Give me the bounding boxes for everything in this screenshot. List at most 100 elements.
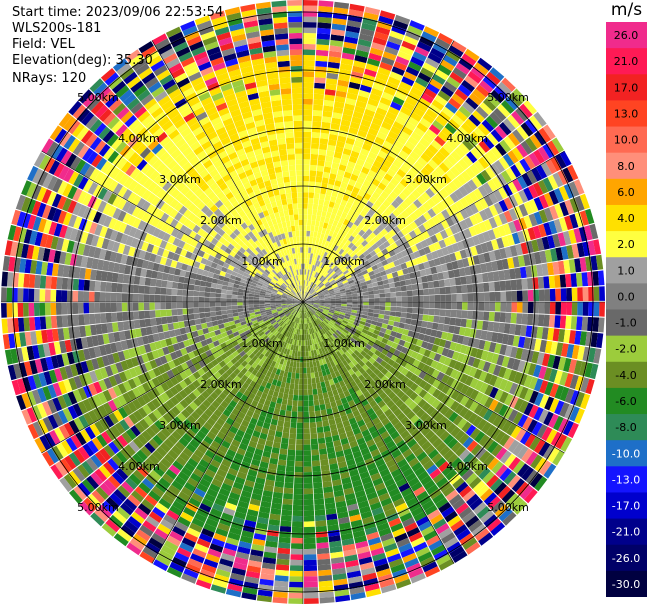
- velocity-gate: [374, 247, 382, 254]
- velocity-gate: [396, 296, 402, 302]
- velocity-gate: [249, 554, 263, 563]
- velocity-gate: [316, 33, 331, 40]
- velocity-gate: [315, 515, 326, 522]
- velocity-gate: [306, 286, 310, 292]
- velocity-gate: [259, 304, 265, 307]
- velocity-gate: [211, 478, 223, 488]
- velocity-gate: [517, 463, 530, 478]
- velocity-gate: [392, 369, 401, 378]
- velocity-gate: [67, 314, 74, 327]
- velocity-gate: [344, 284, 350, 289]
- velocity-gate: [330, 300, 336, 302]
- velocity-gate: [381, 348, 389, 356]
- velocity-gate: [524, 118, 538, 134]
- velocity-gate: [385, 329, 392, 336]
- velocity-gate: [316, 290, 322, 294]
- velocity-gate: [405, 388, 414, 398]
- velocity-gate: [466, 493, 480, 507]
- velocity-gate: [478, 467, 491, 480]
- velocity-gate: [412, 296, 419, 302]
- velocity-gate: [300, 307, 303, 313]
- velocity-gate: [326, 235, 332, 242]
- velocity-gate: [398, 339, 406, 347]
- velocity-gate: [394, 532, 408, 543]
- velocity-gate: [160, 302, 166, 310]
- velocity-gate: [512, 358, 521, 371]
- velocity-gate: [374, 302, 380, 306]
- velocity-gate: [320, 256, 326, 263]
- velocity-gate: [396, 168, 407, 178]
- velocity-gate: [546, 429, 558, 444]
- velocity-gate: [317, 317, 323, 323]
- velocity-gate: [398, 542, 413, 553]
- velocity-gate: [335, 594, 351, 603]
- velocity-gate: [458, 433, 470, 445]
- velocity-gate: [317, 291, 323, 295]
- velocity-gate: [352, 145, 362, 154]
- velocity-gate: [298, 318, 301, 324]
- velocity-gate: [315, 55, 328, 62]
- velocity-gate: [427, 509, 441, 521]
- velocity-gate: [363, 481, 374, 490]
- velocity-gate: [317, 160, 325, 167]
- velocity-gate: [407, 25, 423, 36]
- velocity-gate: [327, 337, 332, 344]
- velocity-gate: [411, 506, 424, 517]
- velocity-gate: [357, 292, 363, 297]
- velocity-gate: [214, 573, 230, 584]
- velocity-gate: [395, 578, 412, 589]
- velocity-gate: [424, 504, 438, 516]
- velocity-gate: [480, 169, 492, 182]
- velocity-gate: [539, 380, 549, 394]
- velocity-gate: [305, 345, 309, 352]
- velocity-gate: [574, 375, 585, 391]
- velocity-gate: [404, 362, 413, 371]
- velocity-gate: [311, 355, 316, 362]
- velocity-gate: [350, 592, 366, 601]
- velocity-gate: [318, 348, 323, 355]
- velocity-gate: [417, 398, 427, 409]
- velocity-gate: [401, 367, 409, 376]
- velocity-gate: [352, 304, 358, 308]
- velocity-gate: [303, 291, 306, 297]
- velocity-gate: [303, 450, 311, 456]
- velocity-gate: [376, 568, 392, 578]
- velocity-gate: [387, 358, 396, 367]
- velocity-gate: [378, 243, 386, 251]
- velocity-gate: [83, 291, 90, 302]
- velocity-gate: [527, 419, 538, 433]
- velocity-gate: [480, 263, 488, 273]
- velocity-gate: [285, 465, 295, 472]
- velocity-gate: [412, 404, 422, 415]
- velocity-gate: [449, 252, 457, 262]
- velocity-gate: [303, 120, 312, 127]
- velocity-gate: [477, 283, 484, 293]
- velocity-gate: [306, 293, 311, 299]
- velocity-gate: [310, 328, 314, 334]
- velocity-gate: [465, 472, 478, 485]
- velocity-gate: [388, 463, 400, 473]
- velocity-gate: [468, 366, 478, 378]
- velocity-gate: [429, 184, 440, 195]
- velocity-gate: [482, 471, 495, 484]
- velocity-gate: [339, 355, 345, 362]
- velocity-gate: [347, 161, 356, 169]
- velocity-gate: [502, 153, 515, 167]
- velocity-gate: [303, 302, 309, 304]
- velocity-gate: [295, 334, 298, 340]
- velocity-gate: [270, 360, 277, 368]
- velocity-gate: [513, 500, 528, 515]
- velocity-gate: [317, 226, 323, 233]
- velocity-gate: [315, 531, 328, 538]
- velocity-gate: [454, 277, 462, 286]
- velocity-gate: [316, 318, 322, 324]
- velocity-gate: [209, 543, 224, 553]
- velocity-gate: [455, 481, 469, 494]
- velocity-gate: [559, 201, 569, 217]
- velocity-gate: [298, 384, 303, 390]
- velocity-gate: [303, 297, 307, 302]
- velocity-gate: [234, 452, 244, 461]
- velocity-gate: [410, 382, 419, 392]
- velocity-gate: [275, 351, 281, 358]
- velocity-gate: [297, 312, 300, 318]
